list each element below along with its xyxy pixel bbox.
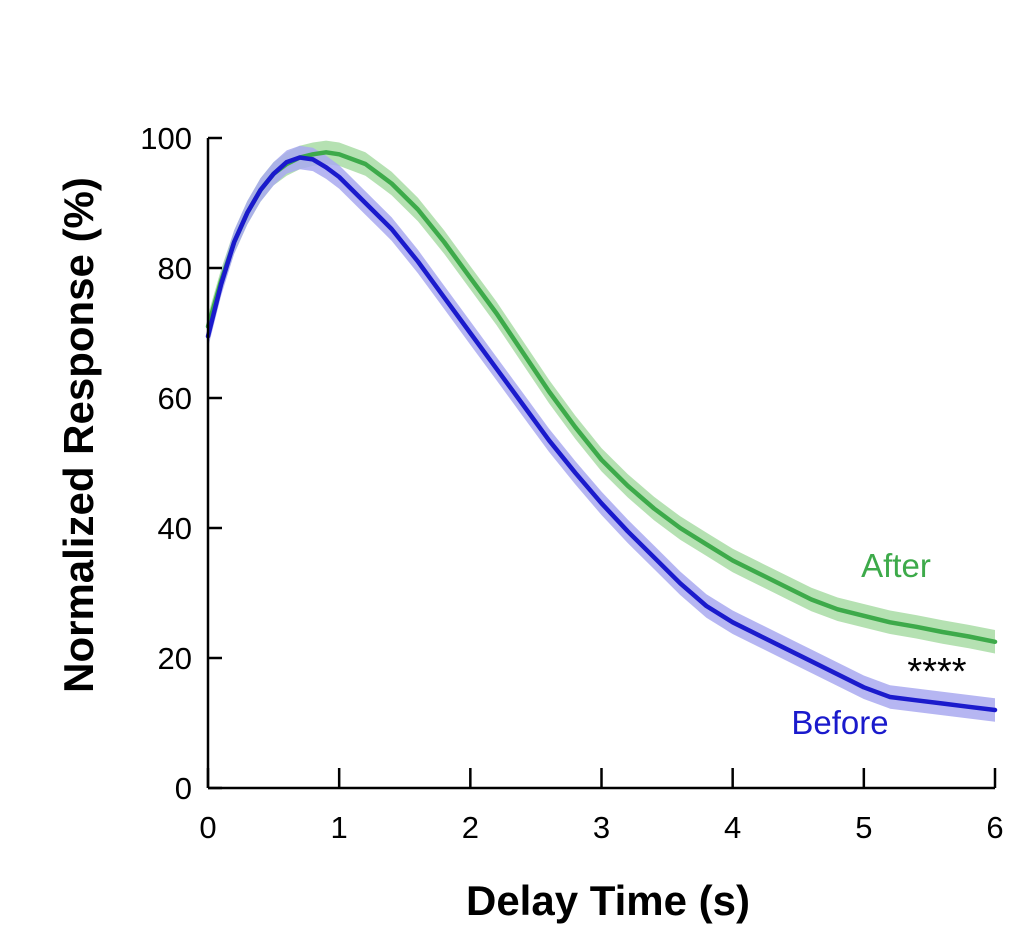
y-tick-label: 100 — [140, 121, 192, 156]
y-axis-title: Normalized Response (%) — [55, 177, 102, 693]
x-axis-ticks: 0 1 2 3 4 5 6 — [199, 768, 1004, 845]
series-label-after: After — [861, 547, 931, 584]
x-tick-label: 6 — [986, 810, 1003, 845]
y-tick-label: 20 — [158, 641, 192, 676]
y-axis-ticks: 0 20 40 60 80 100 — [140, 121, 222, 806]
series-labels: After Before — [791, 547, 930, 741]
x-tick-label: 5 — [855, 810, 872, 845]
x-tick-label: 2 — [462, 810, 479, 845]
x-tick-label: 4 — [724, 810, 741, 845]
y-tick-label: 0 — [175, 771, 192, 806]
x-axis-title: Delay Time (s) — [466, 877, 750, 924]
confidence-band-before — [208, 145, 995, 722]
x-tick-label: 3 — [593, 810, 610, 845]
confidence-bands — [208, 140, 995, 722]
series-label-before: Before — [791, 704, 888, 741]
series-line-before — [205, 155, 998, 713]
series-lines — [205, 150, 998, 713]
x-tick-label: 1 — [331, 810, 348, 845]
y-tick-label: 60 — [158, 381, 192, 416]
y-tick-label: 40 — [158, 511, 192, 546]
x-tick-label: 0 — [199, 810, 216, 845]
y-tick-label: 80 — [158, 251, 192, 286]
significance-annotation: **** — [907, 651, 966, 693]
